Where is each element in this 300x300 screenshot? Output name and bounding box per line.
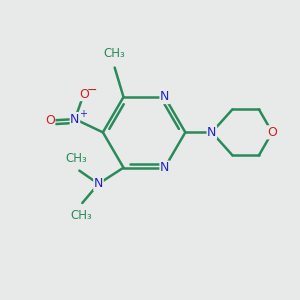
Text: O: O [79, 88, 89, 100]
Text: CH₃: CH₃ [65, 152, 87, 165]
Text: N: N [70, 112, 80, 126]
Text: +: + [79, 109, 87, 119]
Text: O: O [267, 126, 277, 139]
Text: CH₃: CH₃ [70, 209, 92, 223]
Text: N: N [94, 177, 103, 190]
Text: CH₃: CH₃ [104, 47, 125, 60]
Text: −: − [87, 84, 97, 97]
Text: O: O [45, 114, 55, 127]
Text: N: N [160, 91, 169, 103]
Text: N: N [160, 161, 169, 174]
Text: N: N [207, 126, 217, 139]
